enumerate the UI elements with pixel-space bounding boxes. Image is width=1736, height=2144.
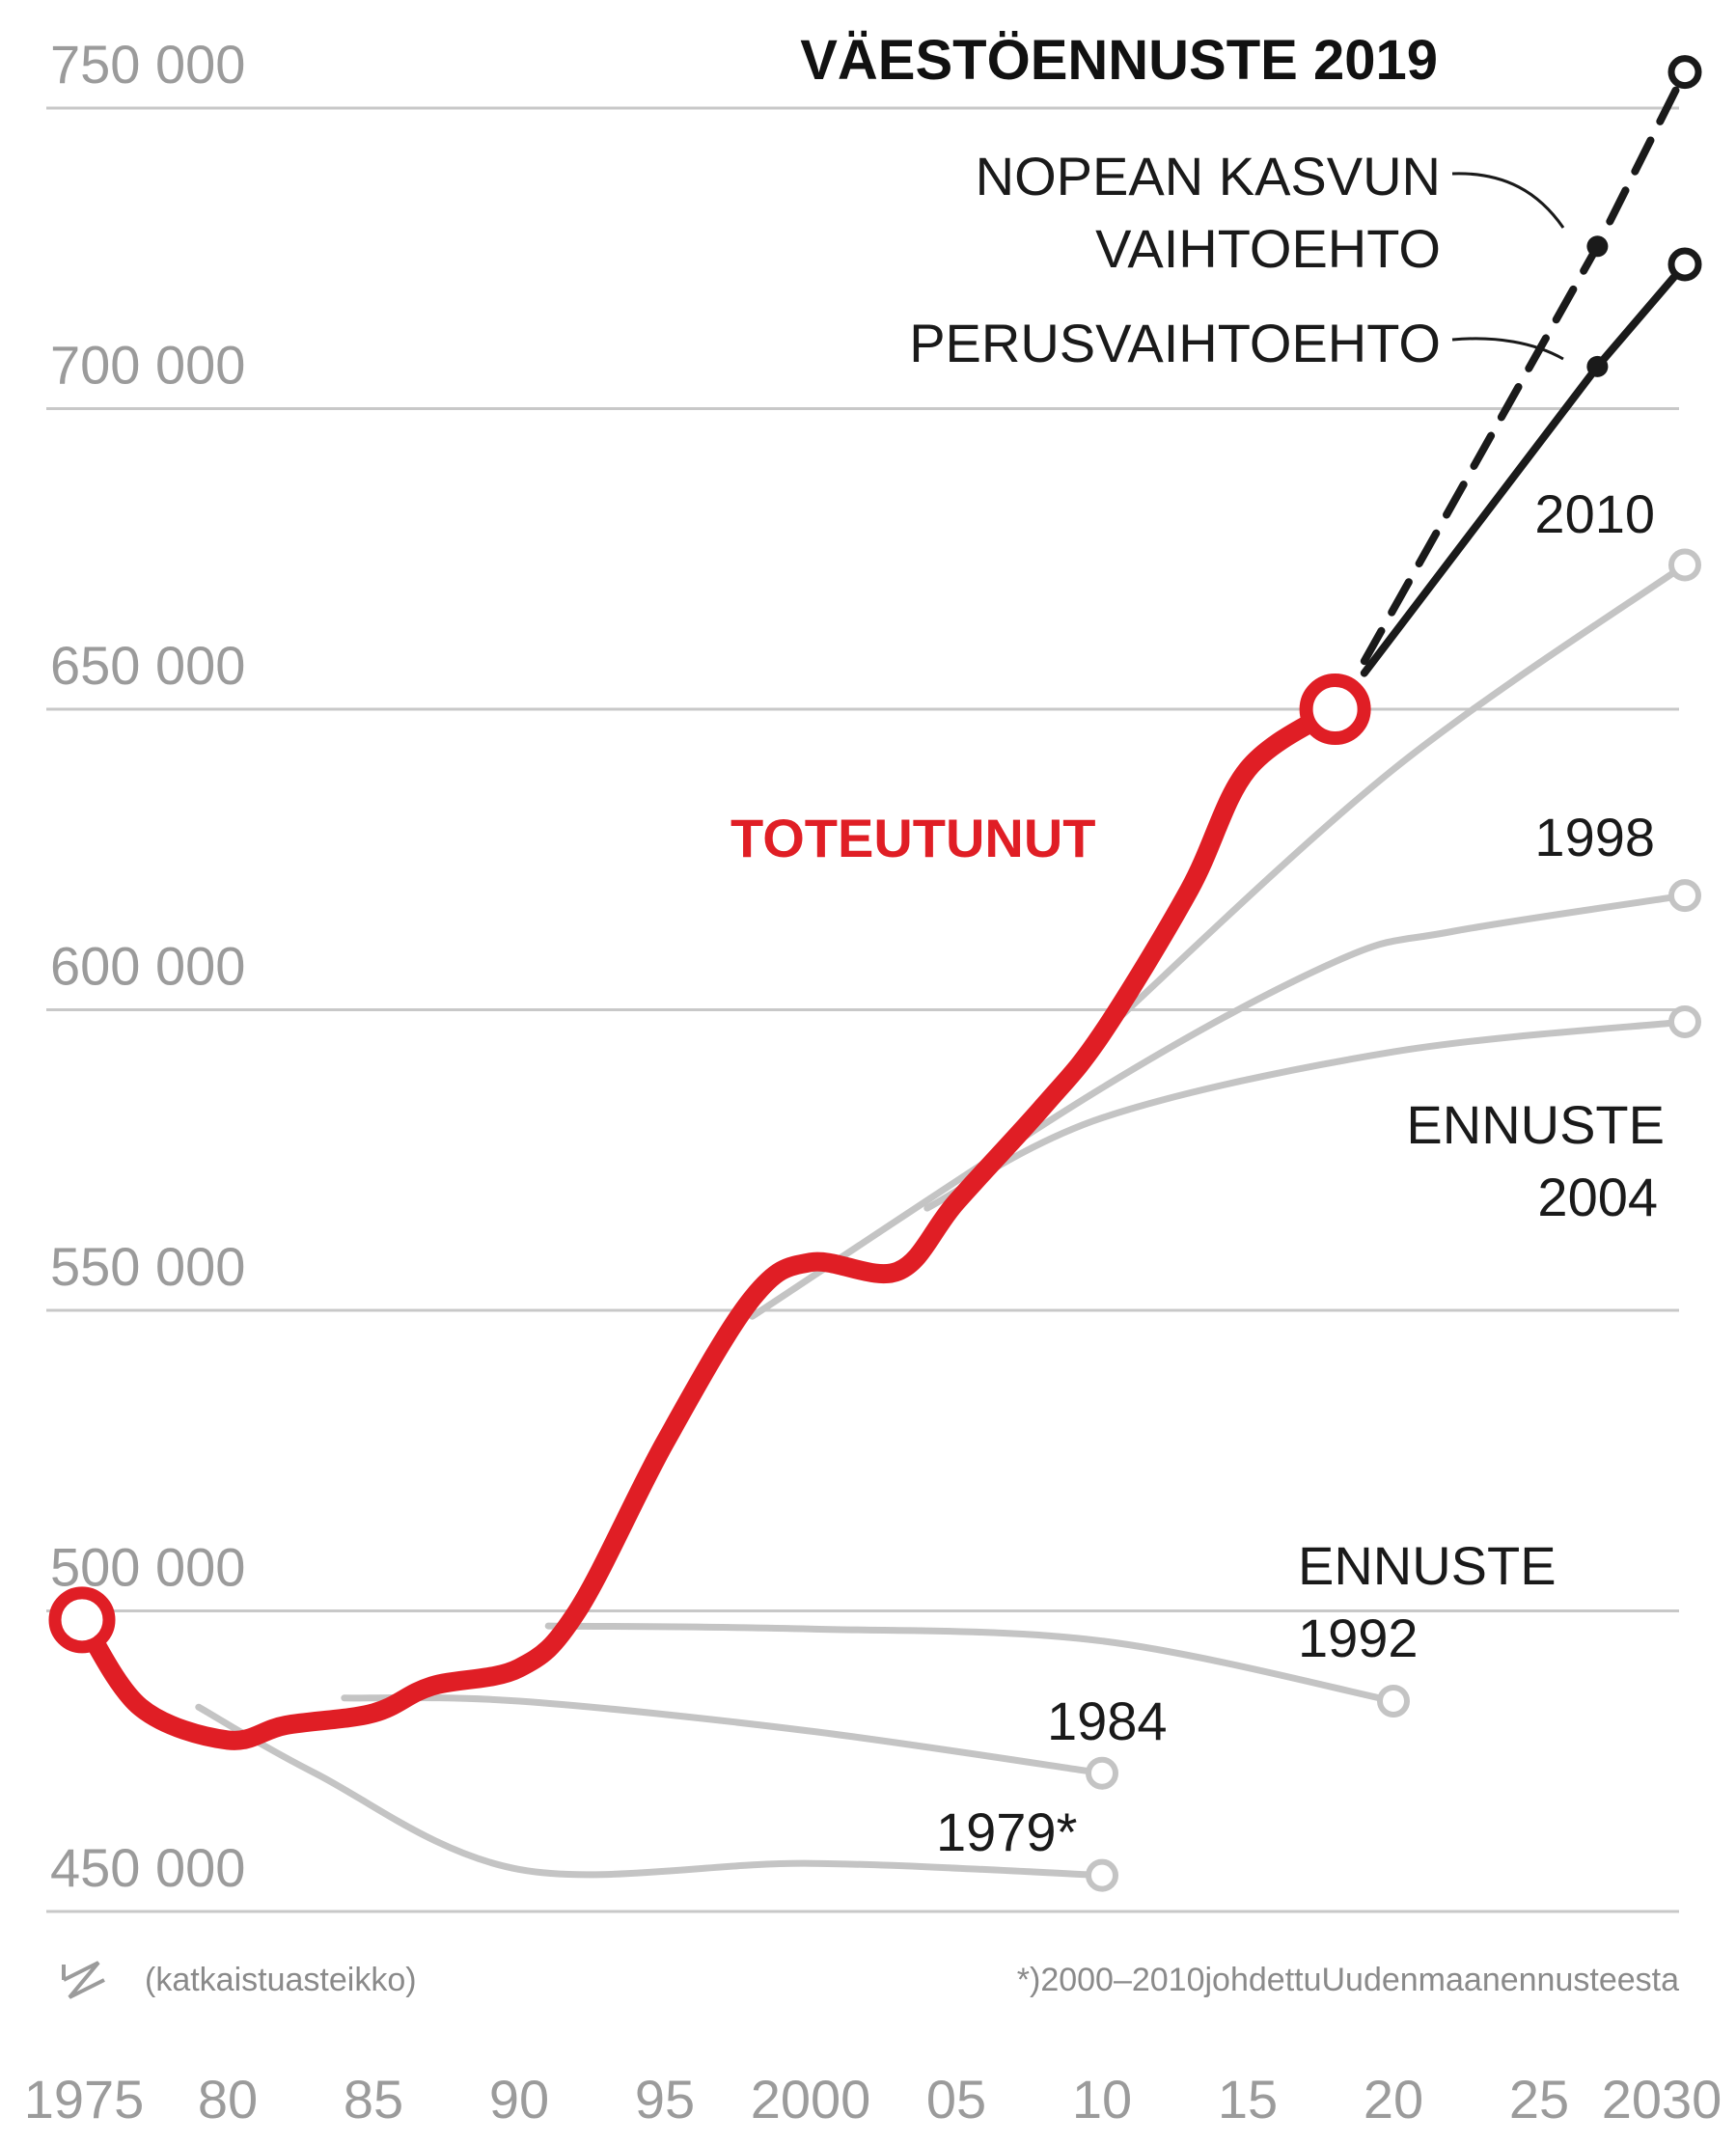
y-tick-label: 550 000	[50, 1236, 245, 1297]
series-ennuste-1992-line	[544, 1622, 1397, 1705]
series-perusvaihtoehto-end-marker	[1667, 247, 1702, 282]
label-nopean-kasvun-line1: NOPEAN KASVUN	[976, 146, 1441, 206]
x-tick-label: 05	[926, 2069, 986, 2130]
x-tick-label: 25	[1509, 2069, 1569, 2130]
series-toteutunut-start-marker	[48, 1586, 116, 1654]
series-1998-line	[749, 892, 1689, 1320]
series-ennuste-2004-end-marker	[1668, 1004, 1701, 1038]
series-lines	[72, 68, 1689, 1880]
label-toteutunut: TOTEUTUNUT	[730, 808, 1096, 868]
x-tick-label: 15	[1218, 2069, 1278, 2130]
series-1979-end-marker	[1086, 1858, 1118, 1892]
chart-title: VÄESTÖENNUSTE 2019	[800, 29, 1438, 92]
leader-line-perus	[1451, 337, 1564, 361]
series-nopean-kasvun-vaihtoehto-end-marker	[1667, 55, 1702, 90]
label-ennuste-1992-line1: ENNUSTE	[1298, 1535, 1557, 1596]
label-ennuste-2004-line2: 2004	[1537, 1167, 1658, 1227]
y-tick-label: 450 000	[50, 1837, 245, 1898]
footnote: *)2000–2010johdettuUudenmaanennusteesta	[1017, 1962, 1679, 1998]
series-end-markers	[48, 55, 1702, 1892]
x-tick-label: 80	[198, 2069, 258, 2130]
series-perusvaihtoehto-point	[1586, 355, 1609, 377]
x-tick-label: 2000	[751, 2069, 871, 2130]
axis-break-note: (katkaistuasteikko)	[145, 1962, 417, 1998]
series-2010-line	[1098, 562, 1689, 1037]
x-tick-label: 2030	[1602, 2069, 1722, 2130]
series-1998-end-marker	[1668, 879, 1701, 913]
x-axis-tick-labels: 1975 80 85 90 95 2000 05 10 15 20 25 2030	[24, 2069, 1722, 2130]
label-1979: 1979*	[936, 1801, 1077, 1862]
gridlines	[46, 106, 1679, 1913]
label-ennuste-1992-line2: 1992	[1298, 1608, 1419, 1668]
label-2010: 2010	[1534, 483, 1655, 544]
series-1979-line	[195, 1703, 1106, 1880]
y-tick-label: 600 000	[50, 936, 245, 997]
x-tick-label: 95	[635, 2069, 695, 2130]
series-1984-line	[341, 1693, 1106, 1777]
x-tick-label: 85	[344, 2069, 403, 2130]
x-tick-label: 10	[1072, 2069, 1132, 2130]
series-ennuste-2004-line	[923, 1018, 1689, 1212]
series-toteutunut-end-marker	[1299, 673, 1371, 745]
series-ennuste-1992-end-marker	[1377, 1684, 1410, 1718]
x-tick-label: 90	[489, 2069, 549, 2130]
series-1984-end-marker	[1086, 1756, 1118, 1790]
series-nopean-kasvun-vaihtoehto-point	[1586, 235, 1609, 258]
leader-line-nopean	[1451, 172, 1565, 229]
axis-break-icon	[62, 1961, 105, 1999]
label-perusvaihtoehto: PERUSVAIHTOEHTO	[909, 313, 1441, 373]
series-2010-end-marker	[1668, 548, 1701, 582]
y-tick-label: 750 000	[50, 34, 245, 95]
y-tick-label: 700 000	[50, 335, 245, 396]
y-tick-label: 650 000	[50, 635, 245, 696]
x-tick-label: 20	[1364, 2069, 1423, 2130]
label-ennuste-2004-line1: ENNUSTE	[1406, 1094, 1665, 1155]
label-nopean-kasvun-line2: VAIHTOEHTO	[1095, 218, 1441, 279]
series-toteutunut-line	[72, 700, 1345, 1750]
label-1984: 1984	[1047, 1690, 1168, 1751]
x-tick-label: 1975	[24, 2069, 145, 2130]
label-1998: 1998	[1534, 807, 1655, 867]
